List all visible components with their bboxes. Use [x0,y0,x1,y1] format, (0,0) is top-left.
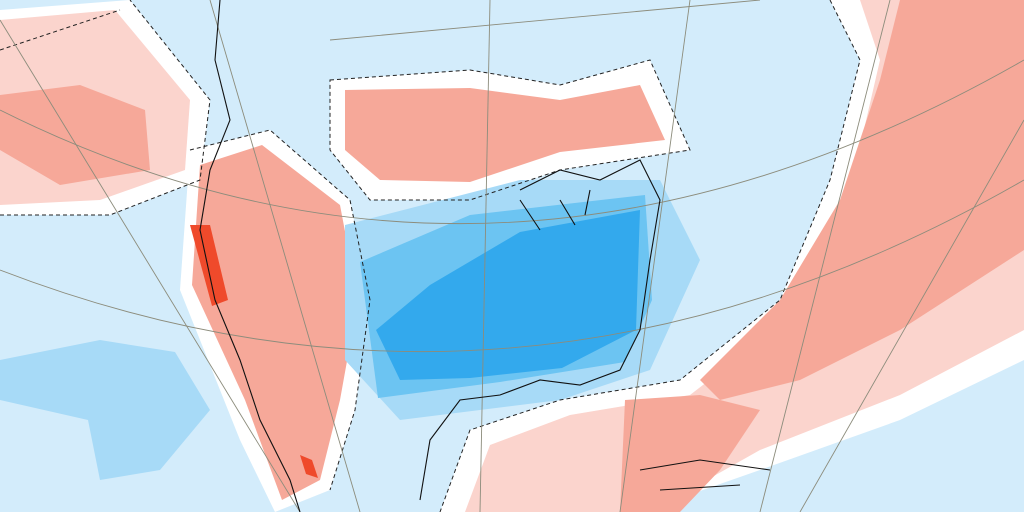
latitude-line [329,0,761,41]
warm-anomaly [0,85,150,185]
warm-anomaly [192,145,358,500]
meridian [0,19,301,512]
warm-anomaly [700,0,1024,400]
meridian [209,0,361,512]
meridian [759,0,891,512]
meridian [799,119,1024,512]
coastline [199,0,301,512]
contour [329,59,691,201]
cold-anomaly-light [0,340,210,480]
strong-cold-anomaly [376,210,640,380]
latitude-line [0,59,1024,224]
contour [439,0,861,512]
meridian [479,0,491,512]
meridian [619,0,691,512]
strong-warm-anomaly [190,225,228,306]
warm-anomaly [620,395,760,512]
coastline [639,459,771,491]
coastline [419,159,661,501]
warm-anomaly [345,85,665,182]
latitude-line [0,179,1024,353]
contour [189,129,371,491]
contour [0,0,211,216]
coastline [519,189,591,231]
strong-warm-anomaly [300,455,318,478]
